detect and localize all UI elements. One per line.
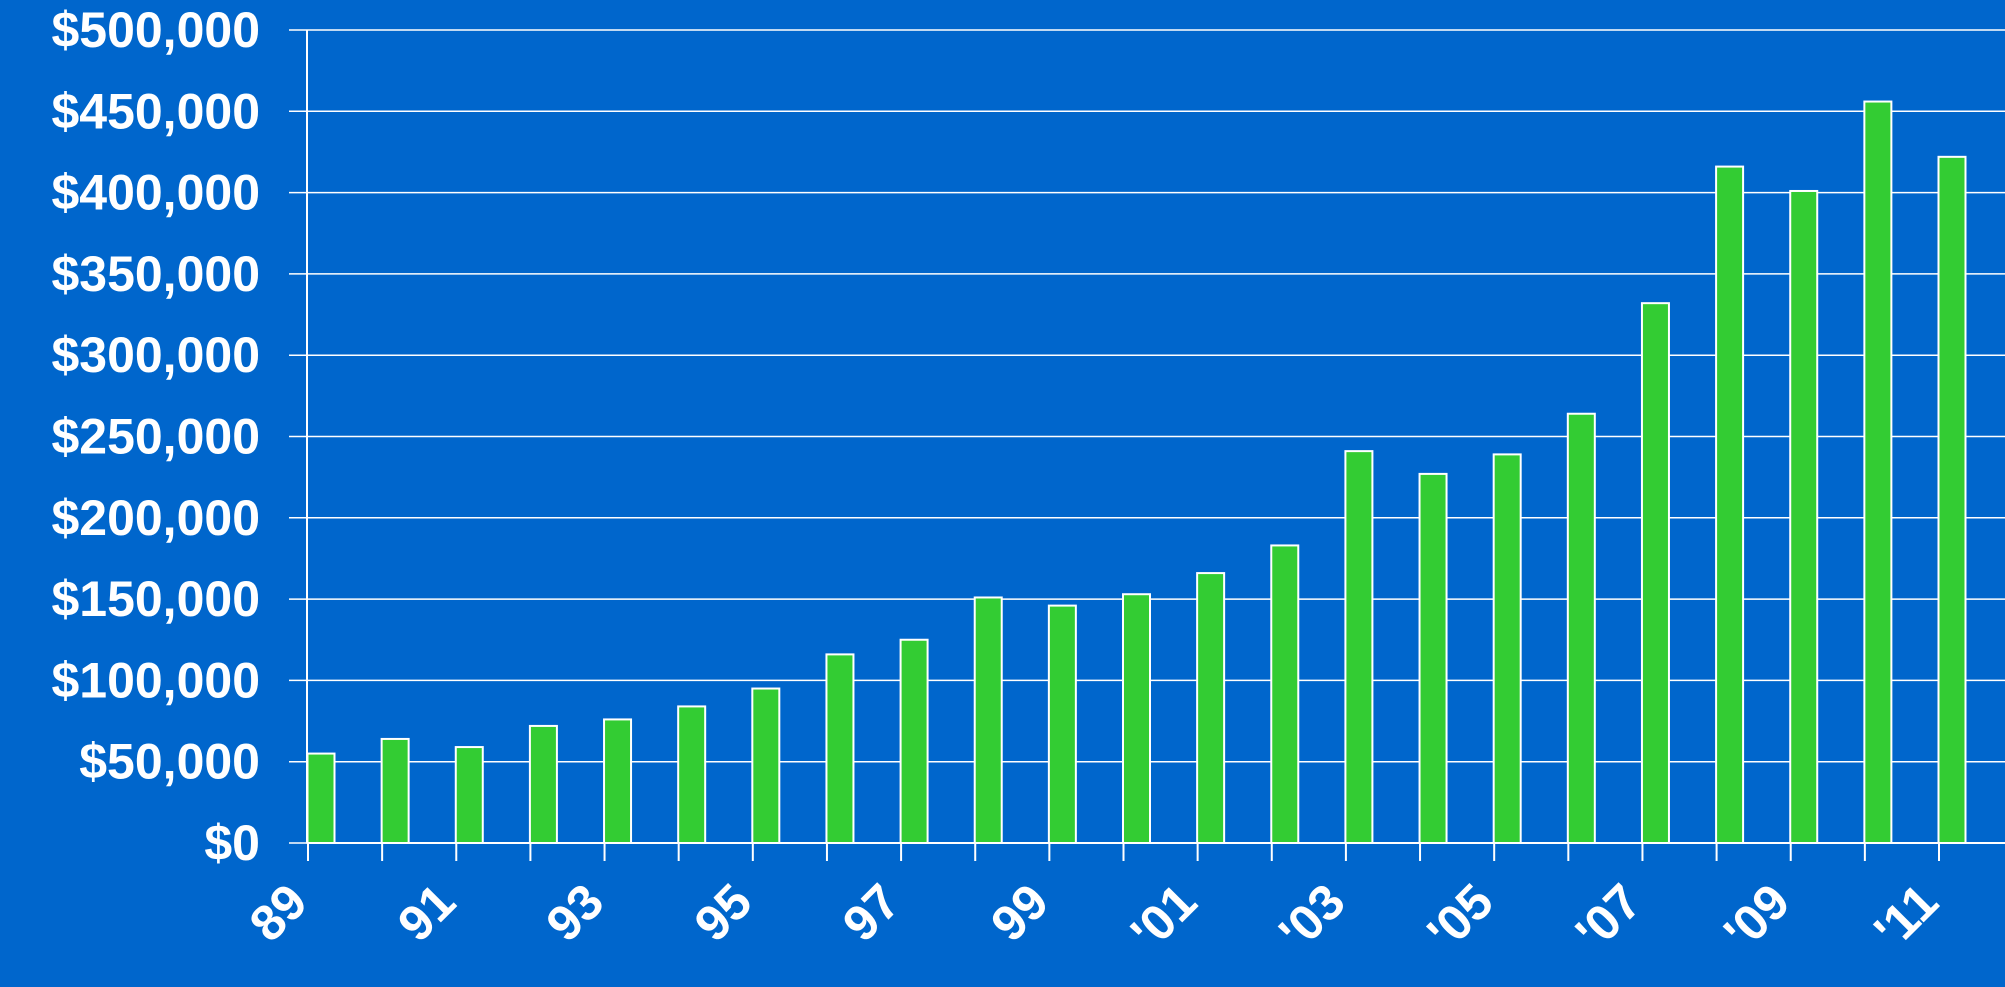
bar: [454, 746, 484, 844]
y-tick-label: $500,000: [51, 2, 260, 58]
y-tick-label: $50,000: [79, 734, 260, 790]
bar: [1492, 453, 1522, 844]
y-tick-label: $200,000: [51, 490, 260, 546]
bar: [603, 718, 633, 845]
x-tick-label: 97: [832, 873, 911, 952]
bar: [306, 752, 336, 845]
y-tick-label: $400,000: [51, 165, 260, 221]
y-axis-tick-labels: $0 $50,000 $100,000 $150,000 $200,000 $250,00…: [51, 2, 260, 871]
bar: [1789, 189, 1819, 844]
x-tick-label: '03: [1268, 873, 1355, 960]
x-tick-label: 99: [980, 873, 1059, 952]
y-tick-label: $250,000: [51, 409, 260, 465]
bar: [1418, 472, 1448, 844]
bar: [973, 596, 1003, 844]
gridlines: [289, 29, 2005, 844]
bar: [1196, 572, 1226, 844]
y-tick-label: $450,000: [51, 83, 260, 139]
bars: [306, 100, 1967, 845]
axes: [306, 30, 2005, 861]
x-tick-label: 89: [239, 873, 318, 952]
y-tick-label: $150,000: [51, 571, 260, 627]
bar: [1122, 593, 1151, 844]
x-axis-tick-labels: 89 91 93 95 97 99 '01 '03 '05 '07 '09 '11: [239, 873, 1949, 960]
x-tick-label: '09: [1713, 873, 1800, 960]
bar: [380, 737, 410, 844]
y-tick-label: $300,000: [51, 327, 260, 383]
bar: [677, 705, 707, 845]
bar: [1047, 604, 1077, 844]
bar: [1640, 302, 1670, 844]
bar: [751, 687, 781, 845]
x-tick-label: '11: [1863, 873, 1948, 958]
x-tick-label: '07: [1565, 873, 1652, 960]
bar: [1270, 544, 1300, 845]
bar: [1715, 165, 1745, 845]
bar: [528, 724, 558, 844]
x-tick-label: 91: [387, 873, 466, 952]
bar: [1566, 412, 1596, 844]
x-tick-label: '05: [1417, 873, 1504, 960]
x-tick-label: 93: [535, 873, 614, 952]
x-tick-label: 95: [684, 873, 763, 952]
y-tick-label: $0: [204, 815, 260, 871]
bar: [1863, 100, 1893, 844]
bar: [825, 653, 855, 844]
bar: [1937, 155, 1967, 844]
bar: [1344, 450, 1374, 844]
y-tick-label: $350,000: [51, 246, 260, 302]
bar: [899, 638, 929, 844]
x-tick-label: '01: [1120, 873, 1207, 960]
y-tick-label: $100,000: [51, 652, 260, 708]
